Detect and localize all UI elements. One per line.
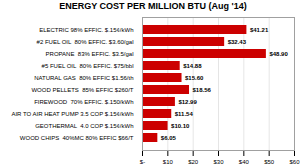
svg-text:$10: $10 bbox=[163, 159, 174, 164]
svg-text:NATURAL GAS 80% EFFIC $1.56/t: NATURAL GAS 80% EFFIC $1.56/th bbox=[34, 75, 133, 81]
svg-text:$12.99: $12.99 bbox=[178, 99, 197, 105]
svg-text:$60: $60 bbox=[289, 159, 300, 164]
svg-text:$20: $20 bbox=[188, 159, 199, 164]
svg-text:FIREWOOD 70% EFFIC. $.150/kWh: FIREWOOD 70% EFFIC. $.150/kWh bbox=[34, 99, 133, 105]
svg-text:$30: $30 bbox=[213, 159, 224, 164]
svg-text:$48.90: $48.90 bbox=[269, 51, 288, 57]
svg-text:$15.60: $15.60 bbox=[185, 75, 204, 81]
svg-text:ELECTRIC 98% EFFIC. $.15¢/kWh: ELECTRIC 98% EFFIC. $.15¢/kWh bbox=[39, 27, 133, 33]
svg-text:PROPANE 83% EFFIC. $3.5/gal: PROPANE 83% EFFIC. $3.5/gal bbox=[46, 51, 134, 57]
svg-text:$6.05: $6.05 bbox=[161, 135, 177, 141]
svg-text:$-: $- bbox=[140, 159, 145, 164]
svg-text:GEOTHERMAL 4.0 COP $.15¢/kWh: GEOTHERMAL 4.0 COP $.15¢/kWh bbox=[35, 123, 133, 129]
html-text:ENERGY COST PER MILLION BTU (A: ENERGY COST PER MILLION BTU (Aug '14) bbox=[59, 1, 247, 11]
svg-text:$14.88: $14.88 bbox=[183, 63, 202, 69]
svg-text:WOOD CHIPS 40%MC 80% EFFIC $6: WOOD CHIPS 40%MC 80% EFFIC $66/T bbox=[20, 135, 134, 141]
svg-text:$32.43: $32.43 bbox=[228, 39, 247, 45]
svg-text:WOOD PELLETS 85% EFFIC $260/T: WOOD PELLETS 85% EFFIC $260/T bbox=[31, 87, 133, 93]
svg-text:$18.56: $18.56 bbox=[193, 87, 212, 93]
svg-text:$50: $50 bbox=[264, 159, 275, 164]
svg-text:$40: $40 bbox=[239, 159, 250, 164]
svg-text:$10.10: $10.10 bbox=[171, 123, 190, 129]
svg-text:$41.21: $41.21 bbox=[250, 27, 269, 33]
svg-text:#2 FUEL OIL 80% EFFIC. $3.60/: #2 FUEL OIL 80% EFFIC. $3.60/gal bbox=[37, 39, 134, 45]
svg-text:$11.54: $11.54 bbox=[175, 111, 194, 117]
svg-text:AIR TO AIR HEAT PUMP 3.5 COP $: AIR TO AIR HEAT PUMP 3.5 COP $.15¢/kWh bbox=[11, 111, 133, 117]
svg-text:#5 FUEL OIL 80% EFFIC. $75/bb: #5 FUEL OIL 80% EFFIC. $75/bbl bbox=[42, 63, 134, 69]
